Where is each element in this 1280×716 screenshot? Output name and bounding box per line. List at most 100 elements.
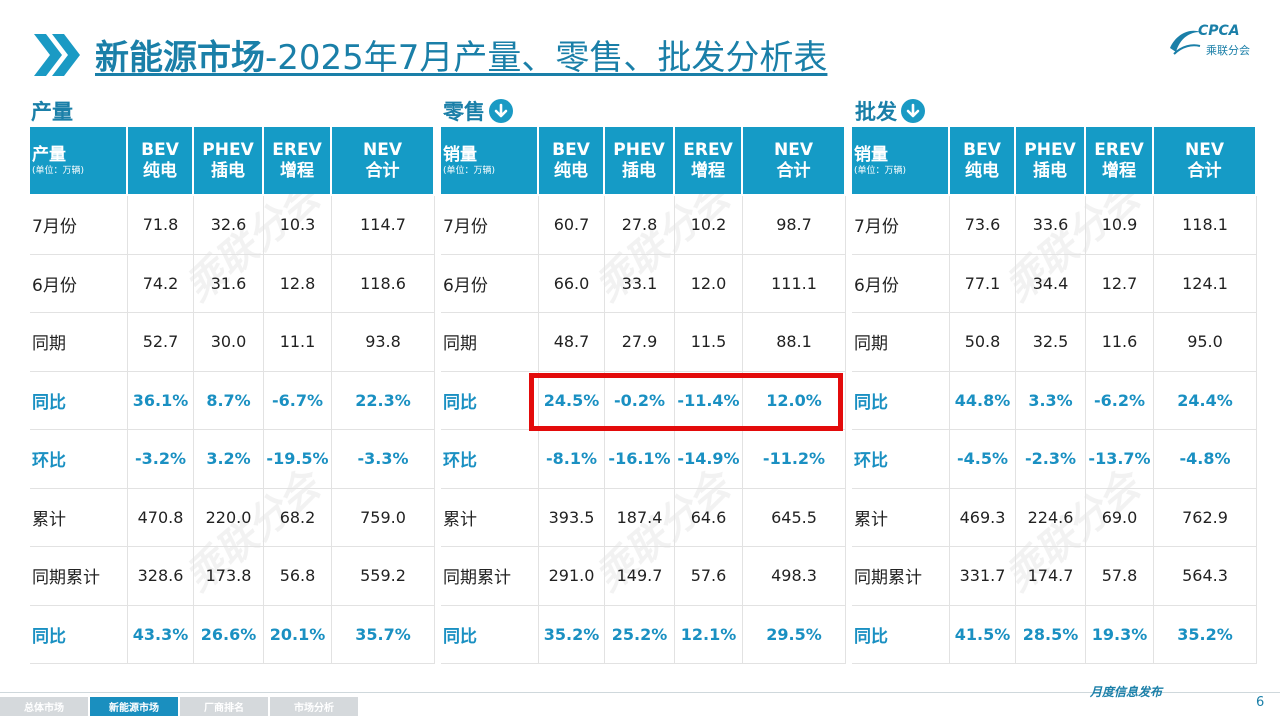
header-cell: PHEV 插电	[605, 127, 675, 194]
arrow-down-circle-icon	[489, 99, 513, 123]
table-row: 7月份 73.6 33.6 10.9 118.1	[852, 196, 1257, 255]
header-cell: NEV 合计	[743, 127, 846, 194]
table-cell: 34.4	[1016, 254, 1086, 313]
table-cell: 41.5%	[950, 605, 1016, 664]
table-header-row: 产量 (单位：万辆) BEV 纯电 PHEV 插电 EREV 增程 NEV 合计	[30, 127, 435, 194]
header-text: BEV	[141, 139, 179, 160]
tab-overall-market[interactable]: 总体市场	[0, 697, 88, 716]
table-cell: -3.2%	[128, 430, 194, 489]
table-row: 累计 393.5 187.4 64.6 645.5	[441, 488, 846, 547]
table-row: 6月份 66.0 33.1 12.0 111.1	[441, 254, 846, 313]
table-cell: 71.8	[128, 196, 194, 255]
table-cell: -16.1%	[605, 430, 675, 489]
table-header-row: 销量 (单位：万辆) BEV 纯电 PHEV 插电 EREV 增程 NEV 合计	[852, 127, 1257, 194]
table-row: 6月份 74.2 31.6 12.8 118.6	[30, 254, 435, 313]
table-cell: 35.2%	[1154, 605, 1257, 664]
table-cell: 759.0	[332, 488, 435, 547]
tab-market-analysis[interactable]: 市场分析	[270, 697, 358, 716]
table-cell: 28.5%	[1016, 605, 1086, 664]
table-cell: 328.6	[128, 547, 194, 606]
table-cell: -8.1%	[539, 430, 605, 489]
table-cell: 43.3%	[128, 605, 194, 664]
table-row: 7月份 71.8 32.6 10.3 114.7	[30, 196, 435, 255]
table-cell: 224.6	[1016, 488, 1086, 547]
row-label: 同比	[852, 371, 950, 430]
table-cell: 20.1%	[264, 605, 332, 664]
header-label: 销量	[443, 145, 477, 165]
table-cell: -11.2%	[743, 430, 846, 489]
table-row: 同期 48.7 27.9 11.5 88.1	[441, 313, 846, 372]
table-cell: 10.2	[675, 196, 743, 255]
table-row: 同比 44.8% 3.3% -6.2% 24.4%	[852, 371, 1257, 430]
table-cell: 66.0	[539, 254, 605, 313]
header-cell-measure: 销量 (单位：万辆)	[441, 127, 539, 194]
header-cell: EREV 增程	[1086, 127, 1154, 194]
header-cell: BEV 纯电	[950, 127, 1016, 194]
table-cell: 559.2	[332, 547, 435, 606]
header-text: 增程	[1102, 160, 1136, 181]
highlight-box	[529, 373, 843, 431]
row-label: 同期	[30, 313, 128, 372]
table-row: 同期 50.8 32.5 11.6 95.0	[852, 313, 1257, 372]
table-cell: -13.7%	[1086, 430, 1154, 489]
header-text: BEV	[963, 139, 1001, 160]
table-row: 同期 52.7 30.0 11.1 93.8	[30, 313, 435, 372]
table-cell: 95.0	[1154, 313, 1257, 372]
table-cell: -4.8%	[1154, 430, 1257, 489]
table-cell: 35.2%	[539, 605, 605, 664]
table-cell: 57.8	[1086, 547, 1154, 606]
header-label: 销量	[854, 145, 888, 165]
table-cell: 149.7	[605, 547, 675, 606]
header-text: 插电	[211, 160, 245, 181]
header-cell: NEV 合计	[332, 127, 435, 194]
table-cell: 762.9	[1154, 488, 1257, 547]
arrow-down-circle-icon	[901, 99, 925, 123]
header-text: 增程	[280, 160, 314, 181]
row-label: 环比	[852, 430, 950, 489]
row-label: 同期累计	[30, 547, 128, 606]
table-cell: 291.0	[539, 547, 605, 606]
header-text: 合计	[776, 160, 811, 181]
row-label: 7月份	[852, 196, 950, 255]
header-cell: EREV 增程	[264, 127, 332, 194]
table-cell: 331.7	[950, 547, 1016, 606]
table-cell: 114.7	[332, 196, 435, 255]
table-cell: 32.6	[194, 196, 264, 255]
section-label-production: 产量	[31, 100, 73, 124]
table-cell: 88.1	[743, 313, 846, 372]
header-text: PHEV	[202, 139, 254, 160]
table-cell: -19.5%	[264, 430, 332, 489]
table-cell: 26.6%	[194, 605, 264, 664]
tab-nev-market[interactable]: 新能源市场	[90, 697, 178, 716]
header-text: EREV	[683, 139, 733, 160]
table-cell: -14.9%	[675, 430, 743, 489]
header-cell-measure: 销量 (单位：万辆)	[852, 127, 950, 194]
table-cell: 29.5%	[743, 605, 846, 664]
table-cell: 27.9	[605, 313, 675, 372]
table-cell: 50.8	[950, 313, 1016, 372]
table-row: 累计 469.3 224.6 69.0 762.9	[852, 488, 1257, 547]
row-label: 同期累计	[852, 547, 950, 606]
table-cell: 3.2%	[194, 430, 264, 489]
header-text: EREV	[1094, 139, 1144, 160]
header-cell: EREV 增程	[675, 127, 743, 194]
section-label-wholesale: 批发	[855, 96, 925, 126]
table-row: 同期累计 331.7 174.7 57.8 564.3	[852, 547, 1257, 606]
table-cell: 469.3	[950, 488, 1016, 547]
table-row: 同比 35.2% 25.2% 12.1% 29.5%	[441, 605, 846, 664]
table-cell: 11.5	[675, 313, 743, 372]
header-unit: (单位：万辆)	[32, 166, 85, 176]
table-row: 6月份 77.1 34.4 12.7 124.1	[852, 254, 1257, 313]
table-cell: 12.1%	[675, 605, 743, 664]
tab-maker-ranking[interactable]: 厂商排名	[180, 697, 268, 716]
table-row: 7月份 60.7 27.8 10.2 98.7	[441, 196, 846, 255]
row-label: 同比	[852, 605, 950, 664]
table-cell: -3.3%	[332, 430, 435, 489]
table-cell: 173.8	[194, 547, 264, 606]
table-cell: 56.8	[264, 547, 332, 606]
row-label: 同比	[441, 605, 539, 664]
header-cell: NEV 合计	[1154, 127, 1257, 194]
table-row: 同比 41.5% 28.5% 19.3% 35.2%	[852, 605, 1257, 664]
table-cell: 19.3%	[1086, 605, 1154, 664]
header-cell: BEV 纯电	[539, 127, 605, 194]
